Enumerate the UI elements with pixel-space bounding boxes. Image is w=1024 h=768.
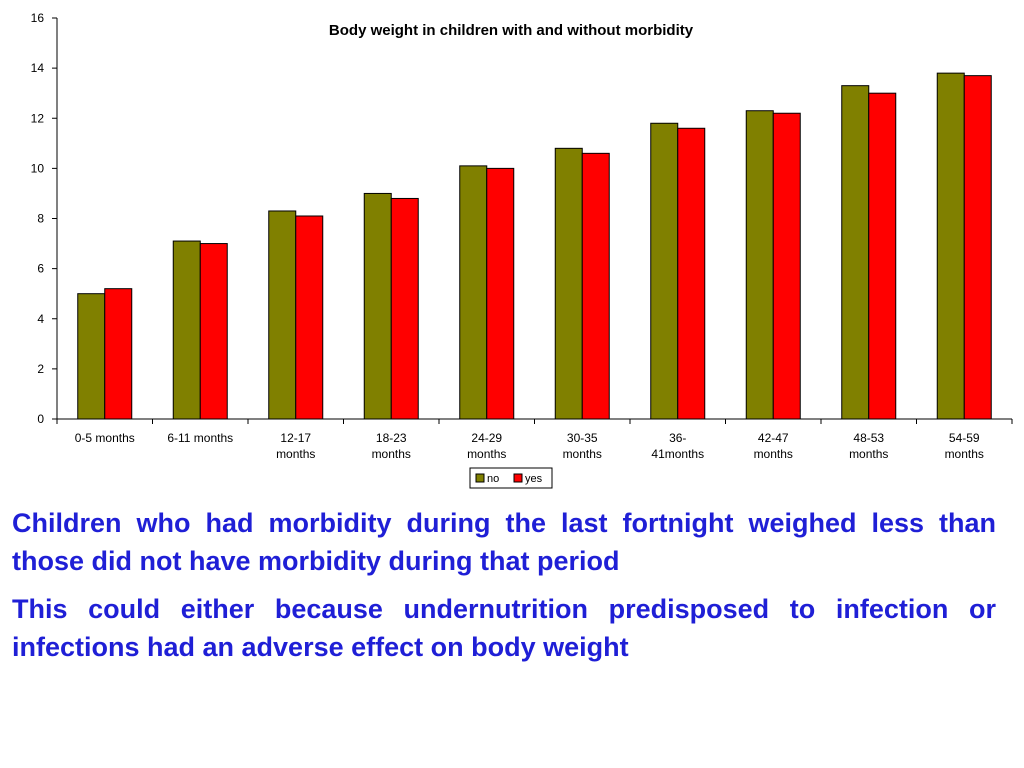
x-tick-label: 48-53 months	[849, 431, 888, 461]
legend-box	[469, 467, 553, 489]
bar-yes	[963, 75, 992, 420]
bar-no	[172, 240, 201, 420]
legend-label-no: no	[487, 473, 499, 485]
bar-yes	[486, 167, 515, 420]
bar-yes	[104, 288, 133, 420]
bar-yes	[868, 92, 897, 420]
y-tick-label: 16	[31, 11, 45, 25]
bar-yes	[677, 127, 706, 420]
x-tick-label: 6-11 months	[167, 431, 233, 445]
y-tick-label: 10	[31, 161, 45, 175]
bar-no	[554, 147, 583, 420]
y-tick-label: 14	[31, 61, 45, 75]
chart-title: Body weight in children with and without…	[329, 22, 694, 39]
bar-no	[268, 210, 297, 420]
x-tick-label: 12-17 months	[276, 431, 315, 461]
x-tick-label: 36-41months	[651, 431, 704, 461]
bar-no	[363, 192, 392, 420]
y-tick-label: 6	[37, 262, 44, 276]
y-tick-label: 12	[31, 111, 45, 125]
y-tick-label: 2	[37, 362, 44, 376]
x-tick-label: 42-47 months	[754, 431, 793, 461]
x-tick-label: 24-29 months	[467, 431, 506, 461]
legend-swatch-no	[475, 473, 485, 483]
y-tick-label: 0	[37, 412, 44, 426]
bar-yes	[581, 152, 610, 420]
legend-label-yes: yes	[525, 473, 543, 485]
bar-yes	[772, 112, 801, 420]
x-tick-label: 30-35 months	[563, 431, 602, 461]
chart-area: Body weight in children with and without…	[31, 11, 1013, 489]
paragraph-2: This could either because undernutrition…	[12, 594, 996, 662]
body-text: Children who had morbidity during the la…	[12, 504, 996, 676]
bar-yes	[199, 243, 228, 420]
x-tick-label: 0-5 months	[75, 431, 135, 445]
bar-no	[936, 72, 965, 420]
bar-no	[459, 165, 488, 420]
bar-no	[77, 293, 106, 420]
bar-yes	[390, 197, 419, 420]
bar-no	[745, 110, 774, 420]
legend-swatch-yes	[513, 473, 523, 483]
bar-no	[650, 122, 679, 420]
y-tick-label: 8	[37, 212, 44, 226]
bar-yes	[295, 215, 324, 420]
x-tick-label: 54-59 months	[945, 431, 984, 461]
x-tick-label: 18-23 months	[372, 431, 411, 461]
bar-no	[841, 85, 870, 420]
y-tick-label: 4	[37, 312, 44, 326]
bar-chart: Body weight in children with and without…	[31, 11, 1013, 489]
paragraph-1: Children who had morbidity during the la…	[12, 508, 996, 576]
